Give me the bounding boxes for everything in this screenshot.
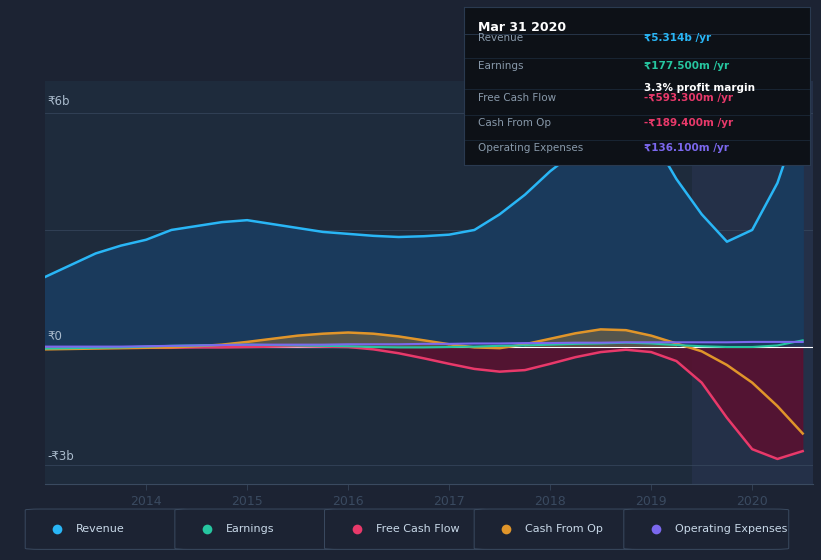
Text: Earnings: Earnings [226, 524, 274, 534]
Text: Cash From Op: Cash From Op [478, 118, 551, 128]
Text: Revenue: Revenue [478, 32, 523, 43]
Text: Operating Expenses: Operating Expenses [675, 524, 787, 534]
FancyBboxPatch shape [324, 509, 489, 549]
Bar [691, 81, 813, 484]
Text: -₹3b: -₹3b [48, 450, 74, 463]
Text: -₹593.300m /yr: -₹593.300m /yr [644, 92, 733, 102]
FancyBboxPatch shape [25, 509, 190, 549]
Text: Earnings: Earnings [478, 61, 523, 71]
Text: Free Cash Flow: Free Cash Flow [376, 524, 459, 534]
Text: ₹177.500m /yr: ₹177.500m /yr [644, 61, 729, 71]
Text: ₹6b: ₹6b [48, 96, 70, 109]
FancyBboxPatch shape [624, 509, 789, 549]
Text: Mar 31 2020: Mar 31 2020 [478, 21, 566, 35]
Text: Free Cash Flow: Free Cash Flow [478, 92, 556, 102]
Text: -₹189.400m /yr: -₹189.400m /yr [644, 118, 733, 128]
Text: Cash From Op: Cash From Op [525, 524, 603, 534]
Text: ₹5.314b /yr: ₹5.314b /yr [644, 32, 711, 43]
Text: Revenue: Revenue [76, 524, 125, 534]
Text: Operating Expenses: Operating Expenses [478, 143, 583, 153]
FancyBboxPatch shape [175, 509, 340, 549]
Text: 3.3% profit margin: 3.3% profit margin [644, 83, 755, 93]
Text: ₹136.100m /yr: ₹136.100m /yr [644, 143, 729, 153]
FancyBboxPatch shape [475, 509, 639, 549]
Text: ₹0: ₹0 [48, 330, 62, 343]
